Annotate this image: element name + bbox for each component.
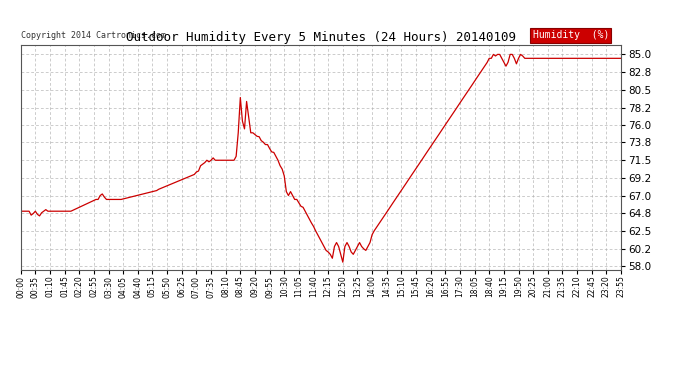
Text: Copyright 2014 Cartronics.com: Copyright 2014 Cartronics.com bbox=[21, 32, 166, 40]
Title: Outdoor Humidity Every 5 Minutes (24 Hours) 20140109: Outdoor Humidity Every 5 Minutes (24 Hou… bbox=[126, 31, 516, 44]
Text: Humidity  (%): Humidity (%) bbox=[533, 30, 609, 40]
